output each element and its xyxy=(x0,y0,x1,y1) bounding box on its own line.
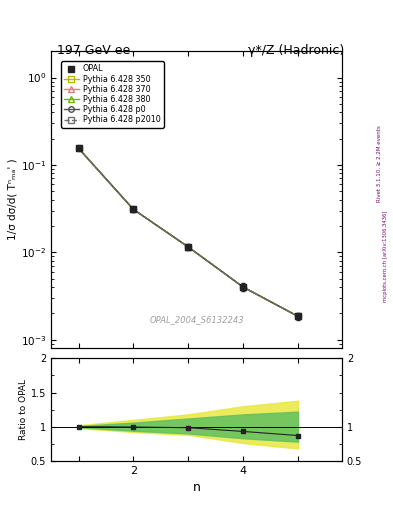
X-axis label: n: n xyxy=(193,481,200,494)
Text: γ*/Z (Hadronic): γ*/Z (Hadronic) xyxy=(248,44,344,56)
Text: mcplots.cern.ch [arXiv:1306.3436]: mcplots.cern.ch [arXiv:1306.3436] xyxy=(383,210,387,302)
Y-axis label: Ratio to OPAL: Ratio to OPAL xyxy=(19,379,28,440)
Text: OPAL_2004_S6132243: OPAL_2004_S6132243 xyxy=(149,315,244,325)
Y-axis label: 1/σ dσ/d( Tⁿₘₐˈ ): 1/σ dσ/d( Tⁿₘₐˈ ) xyxy=(8,159,18,241)
Legend: OPAL, Pythia 6.428 350, Pythia 6.428 370, Pythia 6.428 380, Pythia 6.428 p0, Pyt: OPAL, Pythia 6.428 350, Pythia 6.428 370… xyxy=(61,61,163,127)
Text: Rivet 3.1.10, ≥ 2.2M events: Rivet 3.1.10, ≥ 2.2M events xyxy=(377,125,382,202)
Text: 197 GeV ee: 197 GeV ee xyxy=(57,44,130,56)
